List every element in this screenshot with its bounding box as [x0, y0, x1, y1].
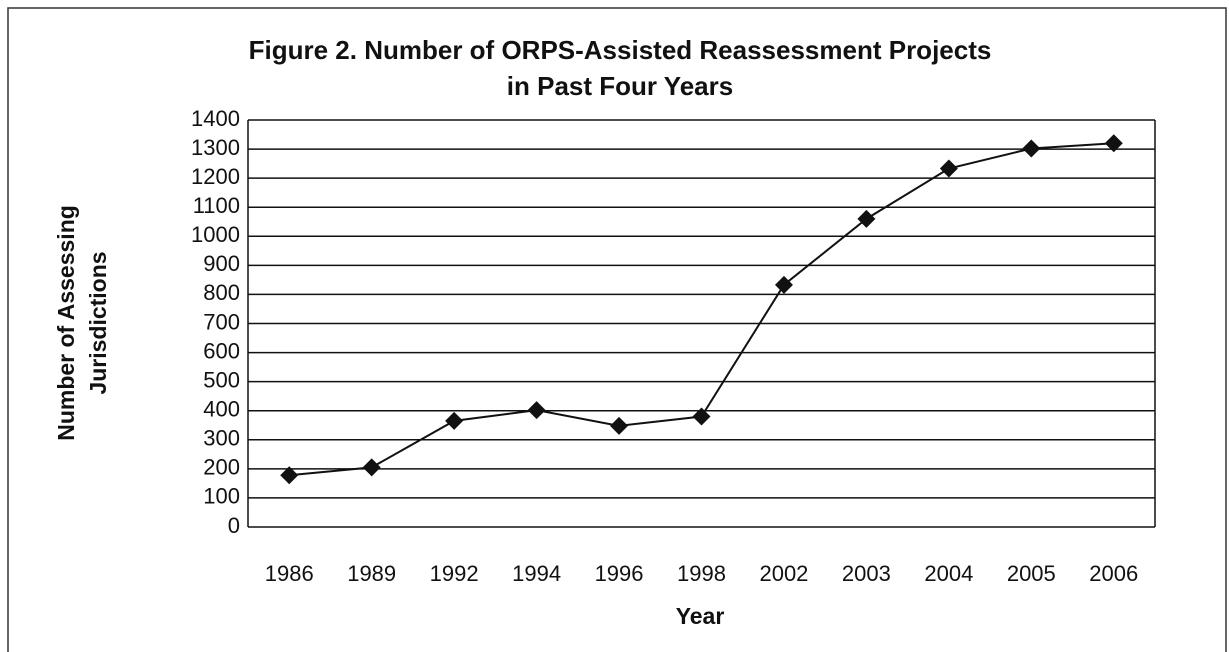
y-tick-label: 200: [203, 455, 240, 480]
marker: [939, 159, 958, 178]
marker: [692, 407, 711, 426]
y-tick-label: 700: [203, 309, 240, 334]
marker: [1022, 139, 1041, 158]
x-tick-label: 2005: [1007, 561, 1056, 586]
x-tick-label: 1992: [430, 561, 479, 586]
x-tick-label: 1994: [512, 561, 561, 586]
chart-title: Figure 2. Number of ORPS-Assisted Reasse…: [249, 35, 992, 65]
y-tick-label: 600: [203, 338, 240, 363]
x-tick-label: 1989: [347, 561, 396, 586]
y-tick-label: 1200: [191, 164, 240, 189]
y-tick-label: 100: [203, 484, 240, 509]
marker: [774, 275, 793, 294]
y-tick-label: 500: [203, 367, 240, 392]
marker: [362, 458, 381, 477]
y-tick-label: 1000: [191, 222, 240, 247]
y-tick-label: 1300: [191, 135, 240, 160]
x-tick-label: 1998: [677, 561, 726, 586]
y-axis-title: Number of Assessing: [53, 205, 79, 441]
marker: [280, 466, 299, 485]
y-tick-label: 1100: [193, 193, 240, 218]
x-tick-label: 2006: [1089, 561, 1138, 586]
x-tick-label: 2003: [842, 561, 891, 586]
x-tick-label: 2002: [759, 561, 808, 586]
y-tick-label: 400: [203, 397, 240, 422]
marker: [445, 411, 464, 430]
x-tick-label: 1986: [265, 561, 314, 586]
y-tick-label: 800: [203, 280, 240, 305]
y-tick-label: 0: [228, 513, 240, 538]
y-tick-label: 300: [203, 426, 240, 451]
chart-title: in Past Four Years: [507, 71, 733, 101]
x-tick-label: 1996: [595, 561, 644, 586]
y-axis-title: Jurisdictions: [85, 251, 111, 394]
x-axis-title: Year: [676, 603, 725, 629]
x-tick-label: 2004: [924, 561, 973, 586]
y-tick-label: 900: [203, 251, 240, 276]
y-tick-label: 1400: [191, 106, 240, 131]
marker: [857, 209, 876, 228]
marker: [527, 401, 546, 420]
frame: [7, 7, 1227, 652]
marker: [1104, 134, 1123, 153]
marker: [610, 416, 629, 435]
